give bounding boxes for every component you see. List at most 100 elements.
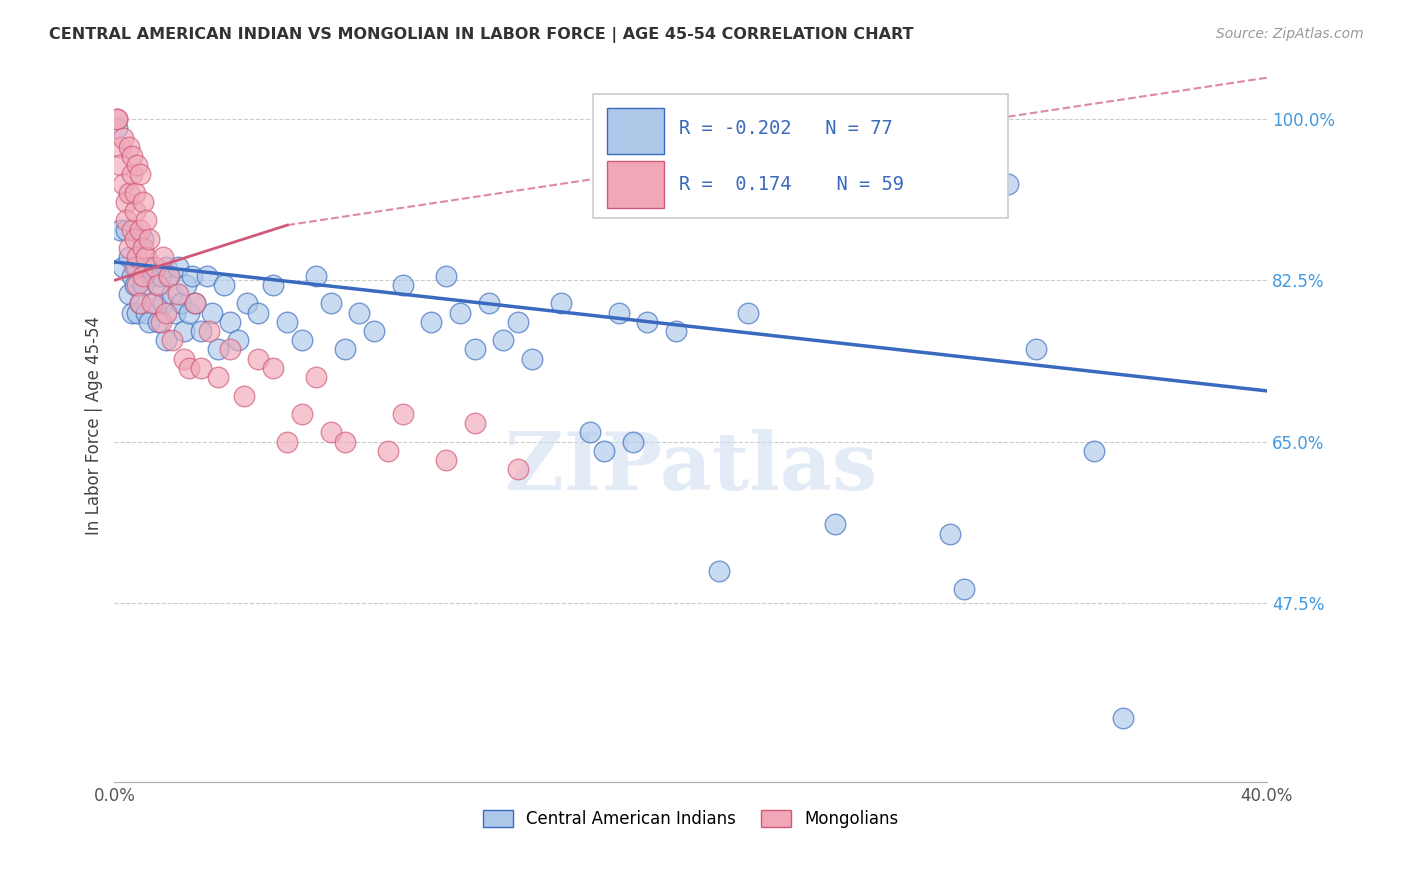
Point	[464, 416, 486, 430]
Point	[146, 315, 169, 329]
Legend: Central American Indians, Mongolians: Central American Indians, Mongolians	[477, 803, 905, 835]
Point	[262, 277, 284, 292]
Point	[129, 296, 152, 310]
Point	[492, 333, 515, 347]
Text: Source: ZipAtlas.com: Source: ZipAtlas.com	[1216, 27, 1364, 41]
Point	[152, 296, 174, 310]
Point	[176, 277, 198, 292]
Point	[124, 232, 146, 246]
Point	[939, 526, 962, 541]
Text: ZIPatlas: ZIPatlas	[505, 429, 877, 508]
Point	[157, 268, 180, 283]
FancyBboxPatch shape	[593, 94, 1008, 219]
Point	[121, 305, 143, 319]
Point	[146, 277, 169, 292]
Point	[127, 158, 149, 172]
Text: R = -0.202   N = 77: R = -0.202 N = 77	[679, 119, 893, 138]
Point	[233, 388, 256, 402]
Point	[149, 315, 172, 329]
Point	[391, 407, 413, 421]
FancyBboxPatch shape	[606, 108, 664, 154]
Point	[138, 260, 160, 274]
Point	[129, 296, 152, 310]
Text: R =  0.174    N = 59: R = 0.174 N = 59	[679, 175, 904, 194]
Point	[363, 324, 385, 338]
Point	[824, 517, 846, 532]
Point	[121, 149, 143, 163]
Point	[550, 296, 572, 310]
Point	[184, 296, 207, 310]
Point	[138, 232, 160, 246]
Point	[179, 305, 201, 319]
Point	[141, 296, 163, 310]
Point	[247, 351, 270, 366]
Point	[218, 315, 240, 329]
Point	[420, 315, 443, 329]
Point	[112, 130, 135, 145]
Point	[132, 241, 155, 255]
Point	[149, 268, 172, 283]
Point	[212, 277, 235, 292]
Point	[124, 204, 146, 219]
Point	[127, 305, 149, 319]
Point	[377, 443, 399, 458]
Point	[105, 121, 128, 136]
Point	[173, 351, 195, 366]
Point	[112, 177, 135, 191]
Point	[319, 425, 342, 440]
Point	[129, 168, 152, 182]
Point	[108, 158, 131, 172]
Point	[207, 343, 229, 357]
Point	[118, 250, 141, 264]
Point	[127, 260, 149, 274]
Point	[1083, 443, 1105, 458]
Point	[105, 112, 128, 127]
Point	[305, 370, 328, 384]
Point	[105, 112, 128, 127]
Point	[291, 407, 314, 421]
Point	[132, 268, 155, 283]
Point	[226, 333, 249, 347]
Point	[129, 223, 152, 237]
Point	[118, 186, 141, 200]
Point	[434, 453, 457, 467]
Point	[478, 296, 501, 310]
Point	[160, 333, 183, 347]
Point	[391, 277, 413, 292]
Point	[997, 177, 1019, 191]
Point	[118, 241, 141, 255]
Point	[593, 443, 616, 458]
Point	[190, 324, 212, 338]
Point	[190, 360, 212, 375]
Point	[132, 195, 155, 210]
Point	[108, 223, 131, 237]
Point	[108, 140, 131, 154]
Point	[737, 305, 759, 319]
Point	[953, 582, 976, 596]
Point	[135, 305, 157, 319]
Point	[636, 315, 658, 329]
Point	[247, 305, 270, 319]
Point	[179, 360, 201, 375]
Point	[166, 287, 188, 301]
Point	[262, 360, 284, 375]
Point	[201, 305, 224, 319]
Point	[665, 324, 688, 338]
FancyBboxPatch shape	[606, 161, 664, 208]
Point	[152, 250, 174, 264]
Point	[135, 213, 157, 227]
Point	[112, 260, 135, 274]
Point	[236, 296, 259, 310]
Point	[198, 324, 221, 338]
Point	[143, 260, 166, 274]
Point	[305, 268, 328, 283]
Point	[166, 260, 188, 274]
Point	[291, 333, 314, 347]
Point	[464, 343, 486, 357]
Point	[506, 315, 529, 329]
Point	[276, 434, 298, 449]
Point	[173, 324, 195, 338]
Point	[1112, 711, 1135, 725]
Point	[333, 343, 356, 357]
Point	[118, 140, 141, 154]
